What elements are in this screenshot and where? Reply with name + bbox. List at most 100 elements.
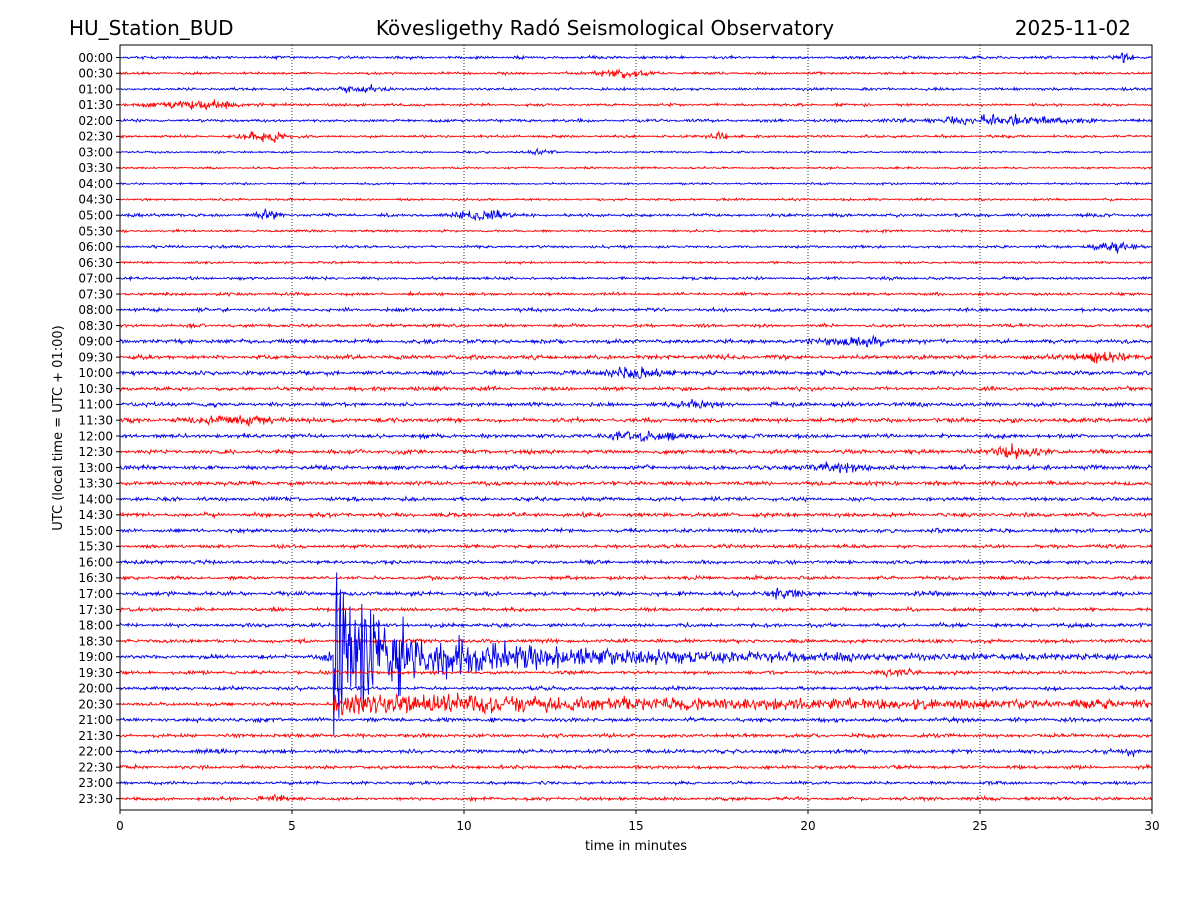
- station-label: HU_Station_BUD: [69, 16, 234, 40]
- y-tick-label-14:30: 14:30: [78, 508, 113, 522]
- trace-row-15:00: [120, 526, 1152, 535]
- y-tick-label-03:30: 03:30: [78, 161, 113, 175]
- trace-row-06:00: [120, 241, 1152, 254]
- trace-row-09:30: [120, 351, 1152, 364]
- trace-row-08:30: [120, 322, 1152, 330]
- trace-row-00:30: [120, 68, 1152, 79]
- x-tick-label-5: 5: [288, 819, 296, 833]
- trace-row-08:00: [120, 306, 1152, 314]
- y-tick-label-07:30: 07:30: [78, 287, 113, 301]
- y-tick-label-21:30: 21:30: [78, 729, 113, 743]
- trace-row-03:00: [120, 147, 1152, 157]
- trace-row-17:00: [120, 587, 1152, 600]
- y-tick-label-02:00: 02:00: [78, 114, 113, 128]
- trace-row-16:30: [120, 574, 1152, 582]
- x-tick-label-15: 15: [628, 819, 643, 833]
- y-axis-label: UTC (local time = UTC + 01:00): [51, 325, 66, 530]
- y-tick-label-10:00: 10:00: [78, 366, 113, 380]
- y-tick-label-06:30: 06:30: [78, 256, 113, 270]
- y-tick-label-17:30: 17:30: [78, 603, 113, 617]
- y-tick-label-18:00: 18:00: [78, 619, 113, 633]
- y-tick-label-20:00: 20:00: [78, 682, 113, 696]
- trace-row-04:30: [120, 196, 1152, 202]
- y-tick-label-23:30: 23:30: [78, 792, 113, 806]
- y-tick-label-11:30: 11:30: [78, 414, 113, 428]
- trace-row-21:00: [120, 715, 1152, 724]
- y-tick-label-14:00: 14:00: [78, 492, 113, 506]
- y-tick-label-16:00: 16:00: [78, 555, 113, 569]
- y-tick-label-21:00: 21:00: [78, 713, 113, 727]
- y-tick-label-20:30: 20:30: [78, 697, 113, 711]
- trace-row-04:00: [120, 181, 1152, 187]
- y-tick-label-16:30: 16:30: [78, 571, 113, 585]
- y-tick-label-04:00: 04:00: [78, 177, 113, 191]
- trace-row-02:30: [120, 130, 1152, 143]
- y-tick-label-22:30: 22:30: [78, 760, 113, 774]
- trace-layer: [120, 52, 1152, 803]
- y-tick-label-07:00: 07:00: [78, 272, 113, 286]
- y-tick-label-22:00: 22:00: [78, 745, 113, 759]
- trace-row-00:00: [120, 52, 1152, 64]
- chart-date: 2025-11-02: [1015, 16, 1131, 40]
- trace-row-23:00: [120, 779, 1152, 787]
- y-tick-label-13:00: 13:00: [78, 461, 113, 475]
- y-tick-label-00:30: 00:30: [78, 67, 113, 81]
- trace-row-06:30: [120, 260, 1152, 266]
- trace-row-12:00: [120, 430, 1152, 443]
- trace-row-14:30: [120, 510, 1152, 520]
- chart-title: Kövesligethy Radó Seismological Observat…: [376, 16, 834, 40]
- x-axis: 0 5 10 15 20 25 30: [116, 810, 1160, 833]
- trace-row-16:00: [120, 558, 1152, 566]
- trace-row-07:00: [120, 275, 1152, 282]
- trace-row-23:30: [120, 793, 1152, 803]
- y-tick-label-08:30: 08:30: [78, 319, 113, 333]
- y-tick-label-11:00: 11:00: [78, 398, 113, 412]
- y-tick-label-15:00: 15:00: [78, 524, 113, 538]
- y-tick-label-04:30: 04:30: [78, 193, 113, 207]
- x-tick-label-0: 0: [116, 819, 124, 833]
- y-tick-label-12:30: 12:30: [78, 445, 113, 459]
- y-tick-label-02:30: 02:30: [78, 130, 113, 144]
- trace-row-18:30: [120, 637, 1152, 645]
- trace-row-01:30: [120, 99, 1152, 111]
- x-tick-label-10: 10: [456, 819, 471, 833]
- trace-row-22:00: [120, 747, 1152, 757]
- x-tick-label-30: 30: [1144, 819, 1159, 833]
- y-tick-label-09:30: 09:30: [78, 350, 113, 364]
- trace-row-20:30: [120, 692, 1152, 716]
- x-tick-label-25: 25: [972, 819, 987, 833]
- trace-row-18:00: [120, 621, 1152, 630]
- y-tick-label-15:30: 15:30: [78, 540, 113, 554]
- trace-row-11:30: [120, 414, 1152, 428]
- y-tick-label-06:00: 06:00: [78, 240, 113, 254]
- trace-row-11:00: [120, 398, 1152, 410]
- trace-row-02:00: [120, 113, 1152, 127]
- trace-row-20:00: [120, 684, 1152, 693]
- y-tick-label-01:00: 01:00: [78, 82, 113, 96]
- x-axis-label: time in minutes: [585, 839, 687, 854]
- y-tick-label-18:30: 18:30: [78, 634, 113, 648]
- trace-row-07:30: [120, 290, 1152, 297]
- trace-row-05:00: [120, 207, 1152, 222]
- trace-row-17:30: [120, 605, 1152, 614]
- trace-row-14:00: [120, 495, 1152, 503]
- y-tick-label-00:00: 00:00: [78, 51, 113, 65]
- y-tick-label-19:30: 19:30: [78, 666, 113, 680]
- trace-row-13:30: [120, 479, 1152, 488]
- trace-row-22:30: [120, 763, 1152, 771]
- y-tick-label-05:00: 05:00: [78, 209, 113, 223]
- y-tick-label-17:00: 17:00: [78, 587, 113, 601]
- trace-row-03:30: [120, 165, 1152, 171]
- y-tick-label-01:30: 01:30: [78, 98, 113, 112]
- trace-row-10:30: [120, 384, 1152, 393]
- trace-row-15:30: [120, 542, 1152, 551]
- trace-row-05:30: [120, 228, 1152, 234]
- y-tick-label-08:00: 08:00: [78, 303, 113, 317]
- y-tick-label-03:00: 03:00: [78, 145, 113, 159]
- trace-row-21:30: [120, 731, 1152, 740]
- y-tick-label-13:30: 13:30: [78, 477, 113, 491]
- trace-row-19:30: [120, 667, 1152, 679]
- y-tick-label-19:00: 19:00: [78, 650, 113, 664]
- trace-row-12:30: [120, 443, 1152, 460]
